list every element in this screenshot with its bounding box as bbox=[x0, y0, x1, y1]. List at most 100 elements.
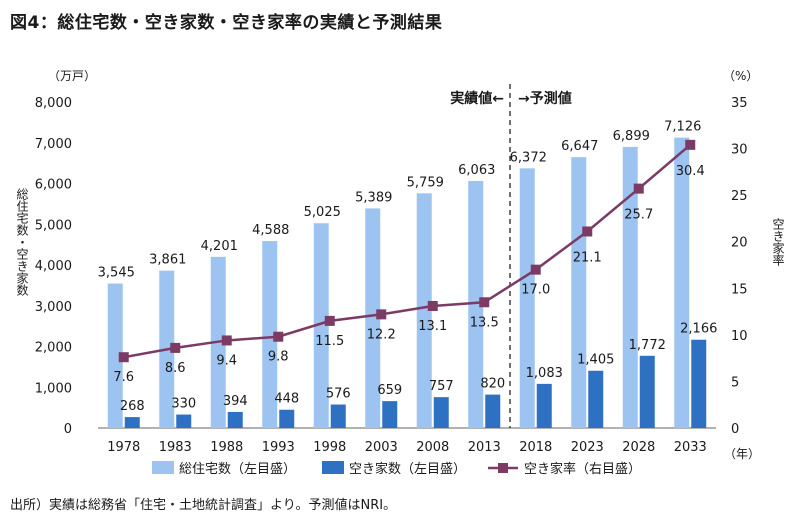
x-tick-label: 1998 bbox=[313, 440, 346, 455]
vacant-housing-label: 1,772 bbox=[629, 338, 666, 353]
total-housing-bar bbox=[519, 168, 535, 428]
vacancy-rate-label: 11.5 bbox=[315, 334, 344, 349]
right-tick-label: 20 bbox=[731, 236, 748, 251]
vacant-housing-bar bbox=[330, 404, 346, 428]
right-axis-unit: （%） bbox=[723, 69, 758, 83]
source-note: 出所）実績は総務省「住宅・土地統計調査」より。予測値はNRI。 bbox=[10, 498, 397, 513]
vacancy-rate-label: 25.7 bbox=[624, 208, 653, 223]
legend-total-swatch bbox=[152, 461, 174, 474]
total-housing-label: 3,545 bbox=[98, 266, 135, 281]
legend-rate-marker bbox=[498, 463, 508, 473]
vacant-housing-label: 2,166 bbox=[680, 322, 717, 337]
total-housing-label: 5,389 bbox=[355, 190, 392, 205]
right-tick-label: 30 bbox=[731, 143, 748, 158]
vacancy-rate-point bbox=[427, 300, 438, 311]
left-tick-label: 7,000 bbox=[35, 137, 72, 152]
chart-title: 図4：総住宅数・空き家数・空き家率の実績と予測結果 bbox=[10, 13, 443, 33]
x-tick-label: 1978 bbox=[107, 440, 140, 455]
vacant-housing-bar bbox=[691, 339, 707, 428]
vacant-housing-bar bbox=[588, 370, 604, 428]
x-tick-label: 2023 bbox=[571, 440, 604, 455]
vacancy-rate-point bbox=[582, 226, 593, 237]
vacancy-rate-label: 9.4 bbox=[216, 353, 237, 368]
x-tick-label: 1993 bbox=[262, 440, 295, 455]
left-axis-label: 総住宅数・空き家数 bbox=[15, 188, 29, 297]
vacant-housing-label: 330 bbox=[171, 397, 196, 412]
vacancy-rate-point bbox=[633, 183, 644, 194]
vacant-housing-label: 820 bbox=[480, 377, 505, 392]
total-housing-label: 6,647 bbox=[561, 139, 598, 154]
right-tick-label: 0 bbox=[731, 422, 739, 437]
right-tick-label: 5 bbox=[731, 375, 739, 390]
vacant-housing-bar bbox=[227, 411, 243, 428]
vacancy-rate-label: 30.4 bbox=[676, 164, 705, 179]
vacant-housing-label: 268 bbox=[120, 399, 145, 414]
legend-vacant-label: 空き家数（左目盛） bbox=[349, 461, 466, 477]
vacant-housing-bar bbox=[279, 409, 295, 428]
vacancy-rate-line bbox=[123, 143, 692, 359]
x-tick-label: 1983 bbox=[159, 440, 192, 455]
left-tick-label: 8,000 bbox=[35, 96, 72, 111]
vacancy-rate-point bbox=[324, 315, 335, 326]
total-housing-label: 5,759 bbox=[407, 175, 444, 190]
vacancy-rate-label: 9.8 bbox=[268, 350, 289, 365]
x-tick-label: 1988 bbox=[210, 440, 243, 455]
x-tick-label: 2033 bbox=[674, 440, 707, 455]
left-axis-unit: （万戸） bbox=[48, 69, 96, 83]
vacant-housing-bar bbox=[176, 414, 192, 428]
vacant-housing-bar bbox=[536, 383, 552, 428]
vacant-housing-bar bbox=[382, 401, 398, 428]
right-tick-label: 15 bbox=[731, 282, 748, 297]
legend-rate-label: 空き家率（右目盛） bbox=[524, 461, 641, 477]
vacancy-rate-label: 8.6 bbox=[165, 361, 186, 376]
x-axis-unit: （年） bbox=[724, 447, 760, 461]
vacancy-rate-point bbox=[118, 352, 129, 363]
x-tick-label: 2028 bbox=[622, 440, 655, 455]
total-housing-bar bbox=[622, 146, 638, 428]
x-tick-label: 2003 bbox=[365, 440, 398, 455]
right-axis-label: 空き家率 bbox=[771, 218, 785, 266]
vacancy-rate-point bbox=[530, 264, 541, 275]
total-housing-bar bbox=[416, 193, 432, 428]
vacant-housing-label: 659 bbox=[377, 383, 402, 398]
total-housing-label: 4,201 bbox=[201, 239, 238, 254]
left-tick-label: 6,000 bbox=[35, 178, 72, 193]
left-tick-label: 4,000 bbox=[35, 259, 72, 274]
vacancy-rate-label: 13.5 bbox=[470, 315, 499, 330]
left-tick-label: 2,000 bbox=[35, 341, 72, 356]
x-tick-label: 2018 bbox=[519, 440, 552, 455]
vacant-housing-bar bbox=[433, 397, 449, 428]
vacancy-rate-label: 21.1 bbox=[573, 250, 602, 265]
total-housing-label: 7,126 bbox=[664, 120, 701, 135]
total-housing-label: 4,588 bbox=[252, 223, 289, 238]
vacancy-rate-point bbox=[376, 309, 387, 320]
right-tick-label: 10 bbox=[731, 329, 748, 344]
vacancy-rate-point bbox=[479, 297, 490, 308]
vacant-housing-bar bbox=[639, 355, 655, 428]
vacant-housing-label: 394 bbox=[223, 394, 248, 409]
vacancy-rate-label: 7.6 bbox=[113, 370, 134, 385]
x-tick-label: 2008 bbox=[416, 440, 449, 455]
vacancy-rate-point bbox=[221, 335, 232, 346]
total-housing-label: 5,025 bbox=[304, 205, 341, 220]
vacant-housing-bar bbox=[124, 417, 140, 428]
vacancy-rate-point bbox=[685, 139, 696, 150]
left-tick-label: 3,000 bbox=[35, 300, 72, 315]
left-tick-label: 5,000 bbox=[35, 218, 72, 233]
total-housing-label: 6,063 bbox=[458, 163, 495, 178]
total-housing-label: 6,372 bbox=[510, 150, 547, 165]
x-tick-label: 2013 bbox=[468, 440, 501, 455]
total-housing-bar bbox=[571, 157, 587, 428]
vacant-housing-bar bbox=[485, 394, 501, 428]
total-housing-bar bbox=[262, 241, 278, 428]
total-housing-label: 6,899 bbox=[613, 129, 650, 144]
vacancy-rate-point bbox=[170, 342, 181, 353]
vacant-housing-label: 448 bbox=[274, 392, 299, 407]
vacant-housing-label: 1,405 bbox=[577, 353, 614, 368]
total-housing-bar bbox=[468, 180, 484, 428]
legend-vacant-swatch bbox=[322, 461, 344, 474]
vacancy-rate-label: 13.1 bbox=[418, 319, 447, 334]
vacancy-rate-point bbox=[273, 331, 284, 342]
vacant-housing-label: 757 bbox=[429, 379, 454, 394]
